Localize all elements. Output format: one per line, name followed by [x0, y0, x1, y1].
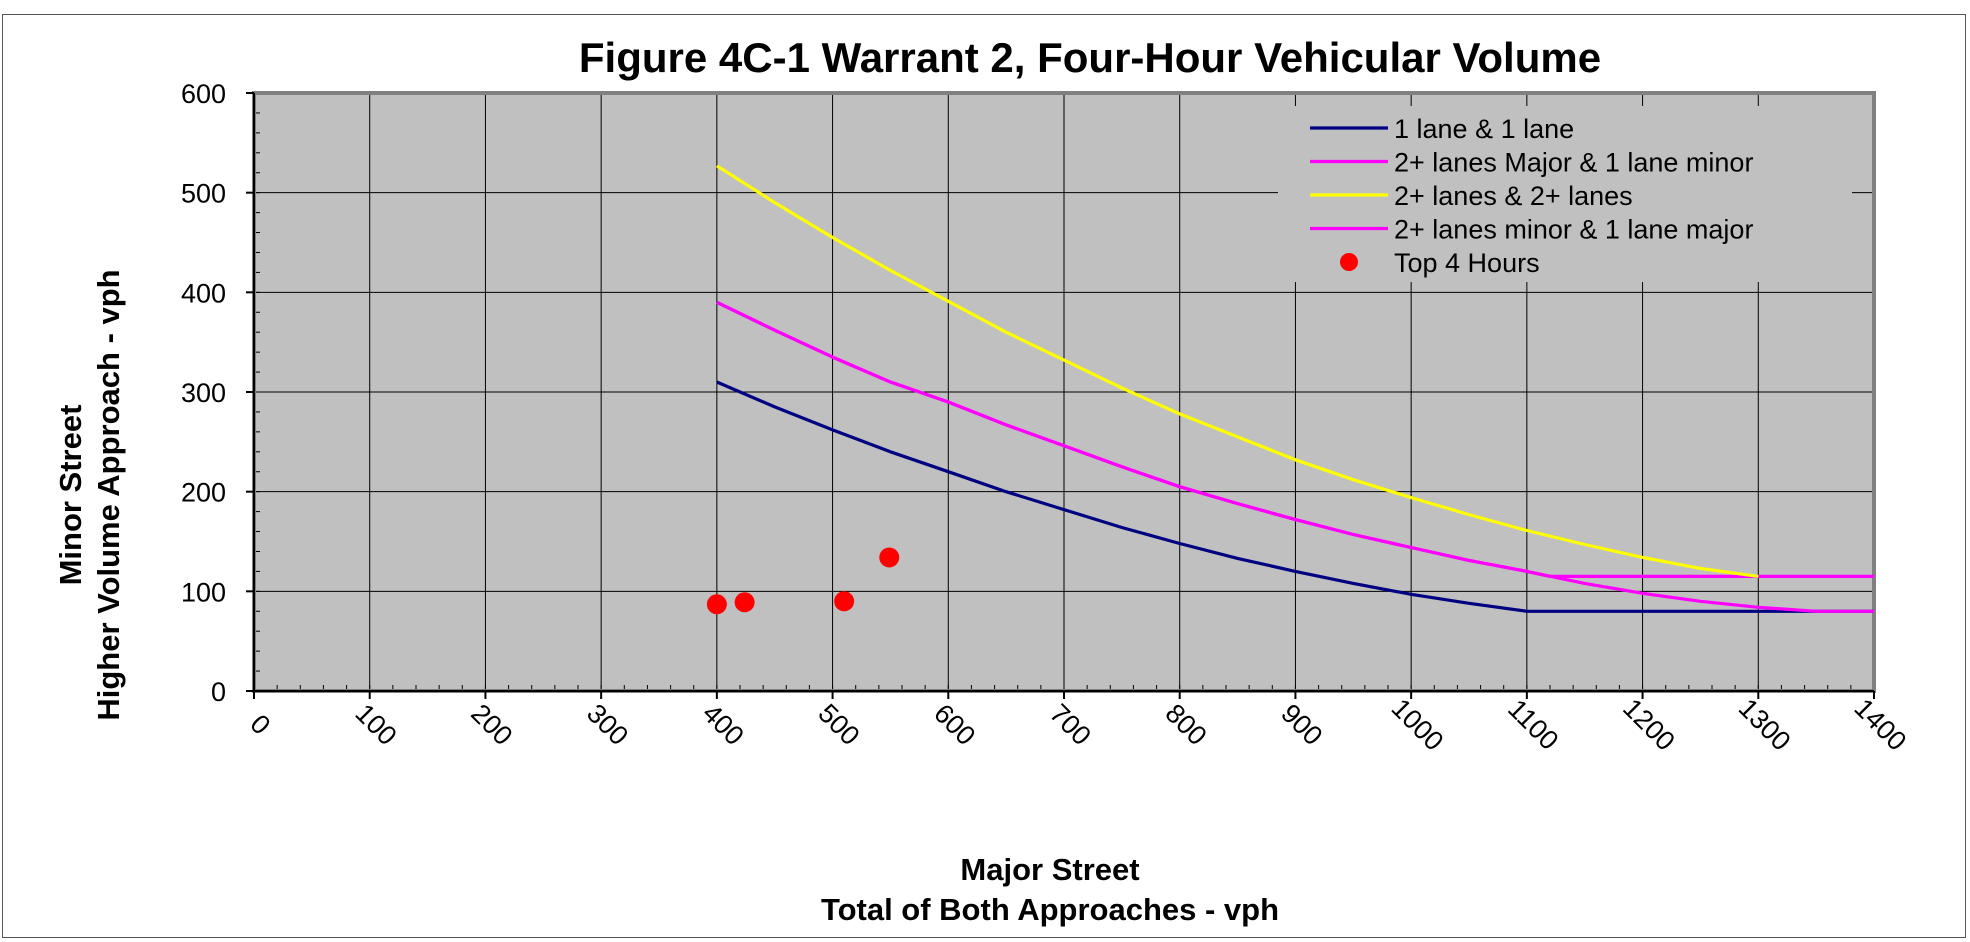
y-tick-label: 500	[181, 179, 226, 209]
x-tick-label: 1100	[1502, 694, 1564, 756]
x-tick-label: 1300	[1733, 693, 1797, 757]
x-axis-label: Major Street Total of Both Approaches - …	[650, 850, 1450, 930]
x-tick-label: 0	[244, 709, 276, 741]
y-tick-label: 400	[181, 278, 226, 308]
series-line-0	[716, 380, 1874, 613]
legend-label: 2+ lanes & 2+ lanes	[1394, 181, 1633, 211]
x-tick-label: 500	[812, 698, 865, 751]
data-point	[834, 591, 855, 612]
data-point	[706, 594, 727, 615]
x-tick-label: 300	[581, 698, 634, 751]
x-axis-label-line-1: Major Street	[960, 852, 1140, 887]
legend-label: Top 4 Hours	[1394, 248, 1540, 278]
legend: 1 lane & 1 lane 2+ lanes Major & 1 lane m…	[1278, 106, 1852, 282]
data-point	[879, 547, 900, 568]
x-axis-label-line-2: Total of Both Approaches - vph	[820, 892, 1280, 927]
x-tick-label: 700	[1044, 698, 1097, 751]
x-tick-label: 100	[350, 698, 403, 751]
legend-label: 2+ lanes Major & 1 lane minor	[1394, 148, 1753, 178]
x-tick-label: 1200	[1617, 693, 1681, 757]
x-tick-label: 200	[465, 698, 518, 751]
y-tick-label: 600	[181, 79, 226, 109]
legend-label: 2+ lanes minor & 1 lane major	[1394, 215, 1753, 245]
series-line-3	[716, 300, 1874, 613]
x-tick-label: 1400	[1849, 693, 1913, 757]
chart-frame	[2, 14, 1966, 938]
legend-swatch-marker	[1340, 253, 1358, 271]
legend-label: 1 lane & 1 lane	[1394, 114, 1574, 144]
x-tick-label: 800	[1160, 698, 1213, 751]
x-tick-label: 600	[928, 698, 981, 751]
y-tick-label: 300	[181, 378, 226, 408]
x-tick-label: 400	[697, 698, 750, 751]
y-tick-label: 100	[181, 577, 226, 607]
chart-title: Figure 4C-1 Warrant 2, Four-Hour Vehicul…	[578, 34, 1602, 81]
series-line-2	[716, 164, 1759, 578]
y-tick-label: 0	[211, 677, 226, 707]
x-tick-label: 1000	[1386, 693, 1450, 757]
x-tick-label: 900	[1275, 698, 1328, 751]
data-point	[734, 592, 755, 613]
y-tick-label: 200	[181, 478, 226, 508]
